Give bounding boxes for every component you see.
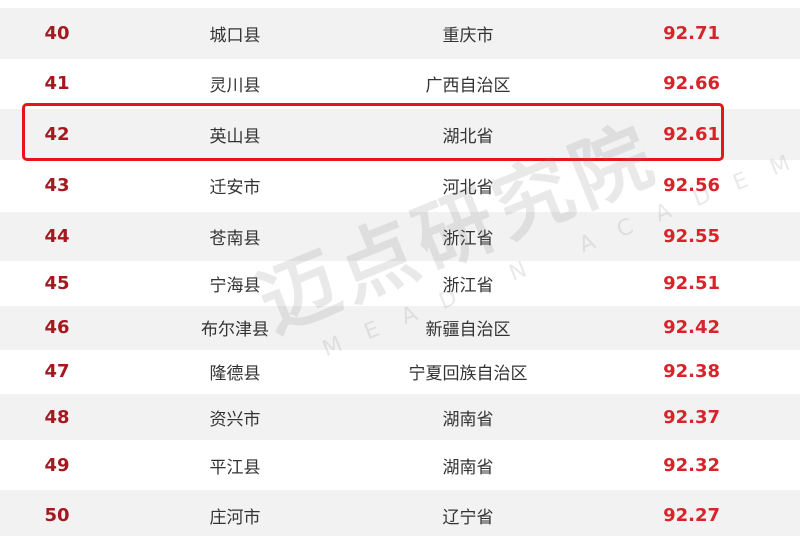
score-cell: 92.56 bbox=[663, 175, 720, 197]
rank-cell: 42 bbox=[44, 124, 70, 145]
county-cell: 布尔津县 bbox=[201, 320, 269, 340]
table-row: 44 苍南县 浙江省 92.55 bbox=[0, 211, 800, 261]
highlight-box bbox=[22, 103, 724, 161]
table-row: 48 资兴市 湖南省 92.37 bbox=[0, 394, 800, 440]
county-cell: 迁安市 bbox=[209, 178, 261, 199]
county-cell: 平江县 bbox=[209, 457, 261, 478]
rank-cell: 50 bbox=[44, 504, 70, 526]
table-row: 40 城口县 重庆市 92.71 bbox=[0, 8, 800, 59]
table-row: 49 平江县 湖南省 92.32 bbox=[0, 440, 800, 490]
county-cell: 庄河市 bbox=[209, 507, 261, 528]
table-row: 45 宁海县 浙江省 92.51 bbox=[0, 261, 800, 306]
score-cell: 92.71 bbox=[663, 22, 720, 44]
province-cell: 浙江省 bbox=[442, 228, 494, 249]
province-cell: 宁夏回族自治区 bbox=[408, 364, 528, 385]
rank-cell: 48 bbox=[44, 406, 70, 428]
score-cell: 92.38 bbox=[663, 361, 720, 383]
rank-cell: 41 bbox=[44, 73, 70, 95]
province-cell: 湖北省 bbox=[442, 127, 494, 147]
rank-cell: 49 bbox=[44, 454, 70, 476]
table-row: 43 迁安市 河北省 92.56 bbox=[0, 160, 800, 212]
county-cell: 隆德县 bbox=[209, 364, 261, 385]
table-row: 47 隆德县 宁夏回族自治区 92.38 bbox=[0, 350, 800, 395]
score-cell: 92.66 bbox=[663, 73, 720, 95]
county-cell: 资兴市 bbox=[209, 409, 261, 430]
table-row: 41 灵川县 广西自治区 92.66 bbox=[0, 59, 800, 110]
province-cell: 新疆自治区 bbox=[425, 320, 511, 340]
score-cell: 92.42 bbox=[663, 317, 720, 338]
province-cell: 辽宁省 bbox=[442, 507, 494, 528]
rank-cell: 40 bbox=[44, 22, 70, 44]
score-cell: 92.32 bbox=[663, 454, 720, 476]
score-cell: 92.55 bbox=[663, 225, 720, 247]
table-row: 50 庄河市 辽宁省 92.27 bbox=[0, 490, 800, 536]
county-cell: 宁海县 bbox=[209, 275, 261, 296]
rank-cell: 45 bbox=[44, 272, 70, 294]
score-cell: 92.27 bbox=[663, 504, 720, 526]
county-cell: 城口县 bbox=[209, 25, 261, 46]
province-cell: 广西自治区 bbox=[425, 76, 511, 97]
province-cell: 湖南省 bbox=[442, 409, 494, 430]
table-row: 42 英山县 湖北省 92.61 bbox=[0, 109, 800, 160]
rank-cell: 44 bbox=[44, 225, 70, 247]
county-cell: 灵川县 bbox=[209, 76, 261, 97]
score-cell: 92.61 bbox=[663, 124, 720, 145]
rank-cell: 46 bbox=[44, 317, 70, 338]
province-cell: 河北省 bbox=[442, 178, 494, 199]
score-cell: 92.37 bbox=[663, 406, 720, 428]
county-cell: 苍南县 bbox=[209, 228, 261, 249]
score-cell: 92.51 bbox=[663, 272, 720, 294]
table-row: 46 布尔津县 新疆自治区 92.42 bbox=[0, 305, 800, 350]
rank-cell: 43 bbox=[44, 175, 70, 197]
province-cell: 浙江省 bbox=[442, 275, 494, 296]
province-cell: 湖南省 bbox=[442, 457, 494, 478]
county-cell: 英山县 bbox=[209, 127, 261, 147]
rank-cell: 47 bbox=[44, 361, 70, 383]
province-cell: 重庆市 bbox=[442, 25, 494, 46]
